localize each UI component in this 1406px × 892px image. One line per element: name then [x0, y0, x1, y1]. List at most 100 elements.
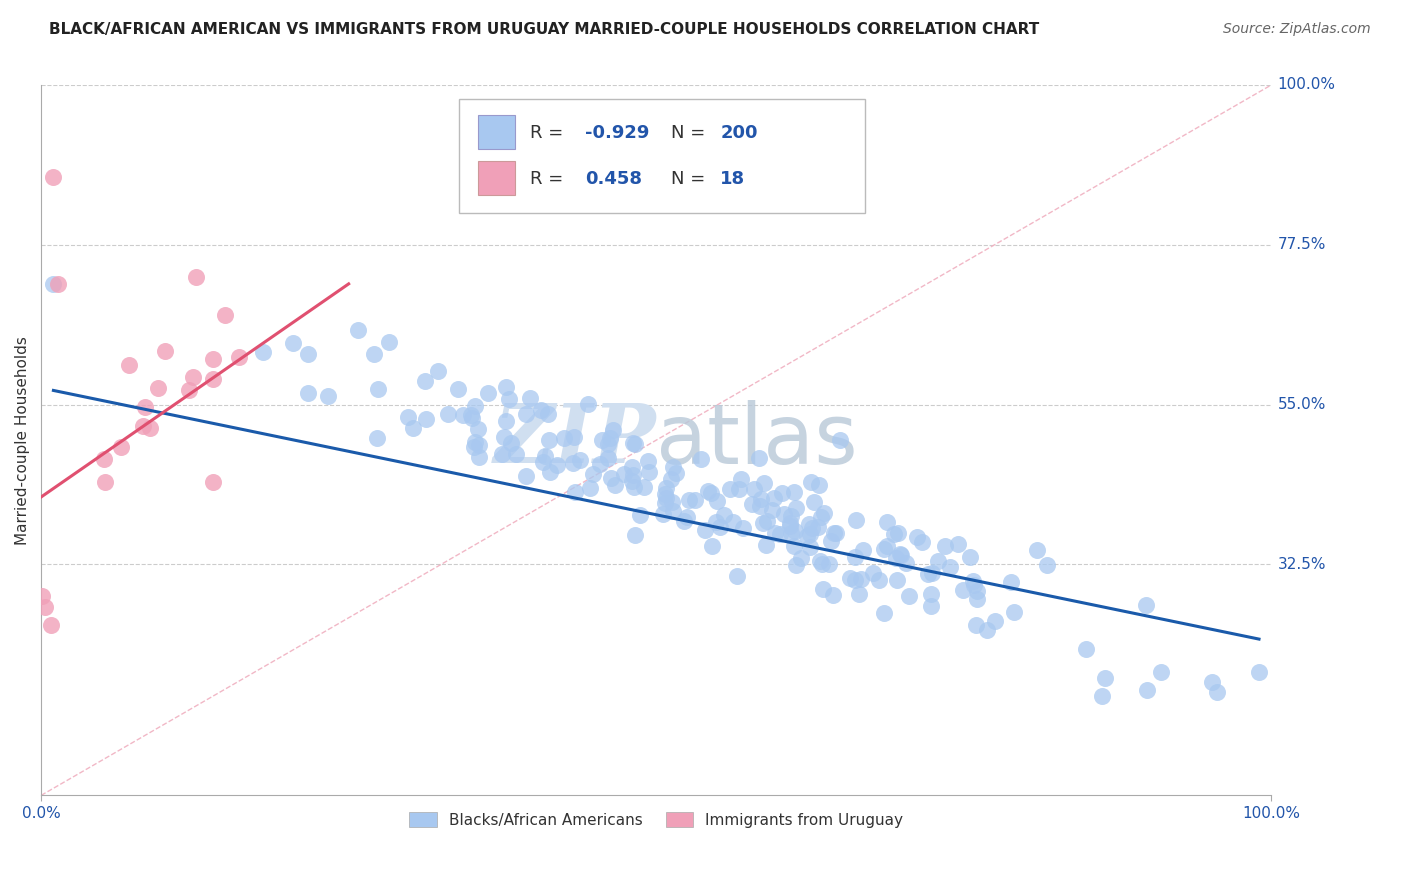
Point [1026, 542, 1049, 557]
Point [460, 411, 482, 425]
Point [886, 573, 908, 587]
Point [621, 468, 644, 483]
Point [39, 618, 62, 632]
Point [347, 323, 370, 337]
Point [744, 482, 766, 496]
Point [562, 430, 585, 444]
Point [515, 469, 537, 483]
Point [499, 436, 522, 450]
Point [415, 412, 437, 426]
Point [366, 431, 388, 445]
Point [202, 371, 225, 385]
Point [498, 392, 520, 406]
Point [600, 471, 623, 485]
Point [537, 407, 560, 421]
Point [654, 486, 676, 500]
Point [654, 496, 676, 510]
Point [889, 547, 911, 561]
Point [920, 587, 942, 601]
Point [976, 624, 998, 638]
Point [873, 607, 896, 621]
Point [599, 431, 621, 445]
Point [655, 491, 678, 505]
Point [623, 527, 645, 541]
Point [779, 516, 801, 531]
Point [741, 497, 763, 511]
Point [654, 482, 676, 496]
Point [568, 453, 591, 467]
Point [887, 526, 910, 541]
Text: R =: R = [530, 170, 574, 188]
Point [810, 510, 832, 524]
Point [494, 430, 516, 444]
Point [659, 472, 682, 486]
Point [959, 549, 981, 564]
Point [749, 492, 772, 507]
Point [763, 526, 786, 541]
Text: N =: N = [671, 170, 706, 188]
Point [821, 588, 844, 602]
Point [451, 408, 474, 422]
Point [706, 515, 728, 529]
Point [1035, 558, 1057, 572]
Point [783, 484, 806, 499]
Point [876, 539, 898, 553]
Point [696, 483, 718, 498]
Point [561, 457, 583, 471]
Point [132, 419, 155, 434]
Point [464, 435, 486, 450]
Point [849, 572, 872, 586]
Point [761, 502, 783, 516]
Point [447, 382, 470, 396]
Point [672, 514, 695, 528]
Point [214, 308, 236, 322]
Point [637, 454, 659, 468]
Point [780, 509, 803, 524]
Text: 100.0%: 100.0% [1278, 78, 1336, 93]
Text: atlas: atlas [657, 400, 858, 481]
Point [146, 381, 169, 395]
Point [966, 592, 988, 607]
Point [852, 543, 875, 558]
Point [844, 549, 866, 564]
Point [921, 566, 943, 580]
Point [437, 408, 460, 422]
Point [662, 503, 685, 517]
Point [725, 568, 748, 582]
Point [773, 507, 796, 521]
Point [1201, 674, 1223, 689]
Point [297, 347, 319, 361]
Point [676, 509, 699, 524]
Point [779, 525, 801, 540]
Text: -0.929: -0.929 [585, 124, 650, 142]
Point [749, 500, 772, 514]
Point [718, 482, 741, 496]
Point [623, 436, 645, 450]
Point [920, 599, 942, 613]
Point [706, 493, 728, 508]
Point [42, 170, 65, 185]
Point [467, 450, 489, 464]
Point [721, 515, 744, 529]
Point [495, 380, 517, 394]
Point [754, 476, 776, 491]
Point [984, 614, 1007, 628]
Point [965, 617, 987, 632]
Point [1074, 642, 1097, 657]
Text: BLACK/AFRICAN AMERICAN VS IMMIGRANTS FROM URUGUAY MARRIED-COUPLE HOUSEHOLDS CORR: BLACK/AFRICAN AMERICAN VS IMMIGRANTS FRO… [49, 22, 1039, 37]
Point [576, 397, 599, 411]
Point [534, 450, 557, 464]
Point [800, 521, 823, 535]
Point [633, 480, 655, 494]
Point [678, 493, 700, 508]
Point [927, 554, 949, 568]
Point [623, 480, 645, 494]
Text: 55.0%: 55.0% [1278, 397, 1326, 412]
Point [134, 401, 156, 415]
Text: R =: R = [530, 124, 568, 142]
Text: ZIP: ZIP [494, 401, 657, 480]
Point [519, 391, 541, 405]
Point [818, 557, 841, 571]
Point [845, 513, 868, 527]
Point [876, 515, 898, 529]
